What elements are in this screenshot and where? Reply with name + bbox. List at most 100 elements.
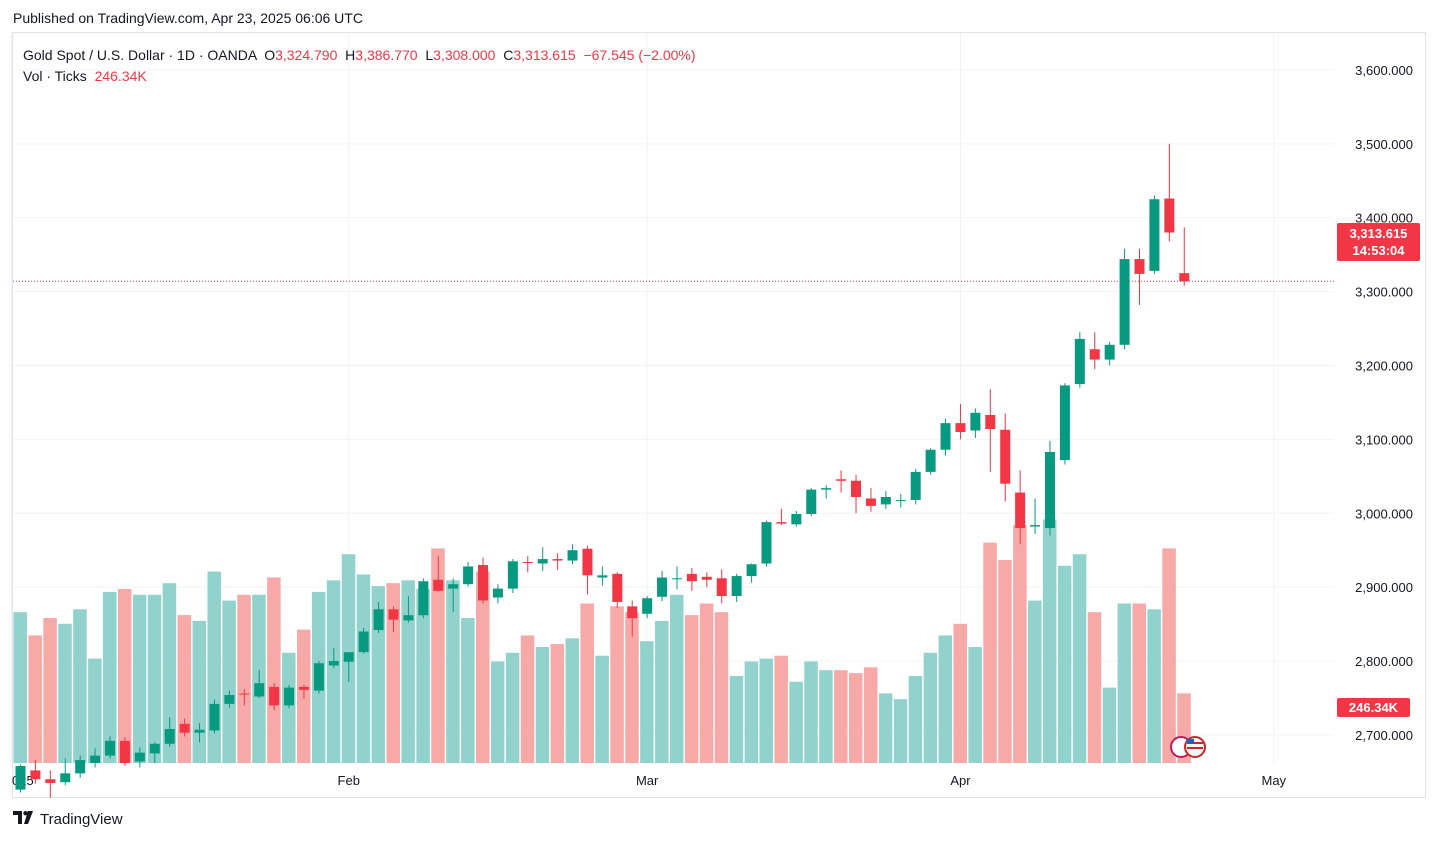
candle-body[interactable] — [388, 609, 399, 620]
candle-body[interactable] — [761, 522, 772, 564]
candle-body[interactable] — [284, 687, 295, 706]
candle-body[interactable] — [1179, 273, 1190, 282]
volume-bar[interactable] — [1072, 554, 1087, 763]
volume-bar[interactable] — [461, 618, 475, 763]
candle-body[interactable] — [1044, 451, 1055, 529]
candle-body[interactable] — [254, 683, 265, 697]
volume-bar[interactable] — [804, 661, 818, 764]
volume-bar[interactable] — [1117, 603, 1132, 764]
candle-body[interactable] — [970, 412, 981, 431]
candle-body[interactable] — [90, 755, 101, 763]
volume-bar[interactable] — [58, 623, 72, 763]
volume-bar[interactable] — [28, 635, 42, 763]
candle-body[interactable] — [1134, 259, 1145, 274]
volume-bar[interactable] — [177, 615, 192, 763]
candle-body[interactable] — [880, 497, 891, 505]
candle-body[interactable] — [403, 615, 414, 621]
candle-body[interactable] — [269, 686, 280, 706]
volume-bar[interactable] — [1028, 600, 1042, 763]
volume-bar[interactable] — [401, 580, 415, 763]
volume-bar[interactable] — [863, 667, 878, 763]
volume-bar[interactable] — [326, 580, 341, 763]
volume-bar[interactable] — [117, 589, 132, 763]
candle-body[interactable] — [507, 561, 518, 589]
legend-symbol[interactable]: Gold Spot / U.S. Dollar · 1D · OANDA — [23, 47, 257, 63]
candle-body[interactable] — [985, 414, 996, 430]
candle-body[interactable] — [537, 559, 548, 564]
candle-body[interactable] — [671, 578, 682, 580]
volume-bar[interactable] — [505, 652, 520, 763]
candle-body[interactable] — [940, 423, 951, 450]
volume-bar[interactable] — [908, 676, 923, 763]
volume-bar[interactable] — [132, 594, 147, 763]
candle-body[interactable] — [686, 573, 697, 582]
candle-body[interactable] — [1164, 198, 1175, 233]
candle-body[interactable] — [194, 729, 205, 733]
volume-bar[interactable] — [446, 580, 460, 763]
candle-body[interactable] — [119, 740, 130, 763]
candle-body[interactable] — [865, 498, 876, 506]
candle-body[interactable] — [492, 588, 503, 598]
volume-bar[interactable] — [1087, 612, 1102, 763]
candle-body[interactable] — [791, 514, 802, 525]
candle-body[interactable] — [895, 499, 906, 501]
volume-bar[interactable] — [849, 673, 863, 763]
candle-body[interactable] — [75, 760, 86, 774]
volume-bar[interactable] — [655, 620, 669, 763]
volume-bar[interactable] — [640, 641, 654, 763]
candle-body[interactable] — [851, 480, 862, 498]
candle-body[interactable] — [463, 566, 474, 585]
volume-bar[interactable] — [207, 571, 221, 763]
candle-body[interactable] — [522, 562, 533, 564]
volume-bar[interactable] — [103, 591, 117, 763]
candle-body[interactable] — [60, 773, 71, 783]
volume-bar[interactable] — [162, 583, 177, 763]
candle-body[interactable] — [567, 550, 578, 561]
candle-body[interactable] — [45, 779, 56, 783]
volume-bar[interactable] — [1013, 525, 1027, 763]
volume-bar[interactable] — [1162, 548, 1176, 763]
volume-bar[interactable] — [893, 699, 908, 763]
volume-bar[interactable] — [1057, 565, 1072, 763]
candle-body[interactable] — [657, 577, 668, 597]
volume-bar[interactable] — [550, 644, 565, 763]
candle-body[interactable] — [642, 598, 653, 614]
candle-body[interactable] — [343, 652, 354, 662]
candle-body[interactable] — [373, 609, 384, 631]
volume-bar[interactable] — [610, 606, 624, 763]
volume-bar[interactable] — [699, 603, 714, 764]
candle-body[interactable] — [1074, 338, 1085, 384]
volume-bar[interactable] — [43, 618, 57, 763]
volume-bar[interactable] — [625, 612, 639, 763]
volume-bar[interactable] — [73, 609, 87, 763]
candle-body[interactable] — [552, 559, 563, 561]
candle-body[interactable] — [179, 723, 190, 733]
volume-bar[interactable] — [222, 600, 236, 763]
volume-bar[interactable] — [371, 586, 386, 763]
candle-body[interactable] — [612, 573, 623, 602]
volume-bar[interactable] — [237, 594, 251, 763]
candle-body[interactable] — [806, 489, 817, 515]
volume-bar[interactable] — [356, 574, 371, 764]
candle-body[interactable] — [105, 740, 116, 756]
volume-bar[interactable] — [1102, 687, 1117, 763]
volume-bar[interactable] — [490, 661, 505, 764]
candle-body[interactable] — [910, 471, 921, 500]
volume-bar[interactable] — [744, 661, 759, 764]
candle-body[interactable] — [358, 631, 369, 653]
candle-body[interactable] — [448, 584, 459, 589]
candle-body[interactable] — [955, 423, 966, 432]
volume-bar[interactable] — [88, 658, 102, 763]
volume-bar[interactable] — [789, 681, 803, 763]
volume-bar[interactable] — [729, 676, 744, 763]
volume-bar[interactable] — [878, 693, 893, 763]
volume-bar[interactable] — [953, 623, 967, 763]
candle-body[interactable] — [1030, 525, 1041, 527]
volume-bar[interactable] — [998, 560, 1012, 763]
candle-body[interactable] — [716, 578, 727, 597]
candle-body[interactable] — [597, 575, 608, 578]
candle-body[interactable] — [1089, 349, 1100, 360]
volume-bar[interactable] — [983, 542, 997, 763]
candle-body[interactable] — [433, 579, 444, 591]
candle-body[interactable] — [164, 729, 175, 744]
